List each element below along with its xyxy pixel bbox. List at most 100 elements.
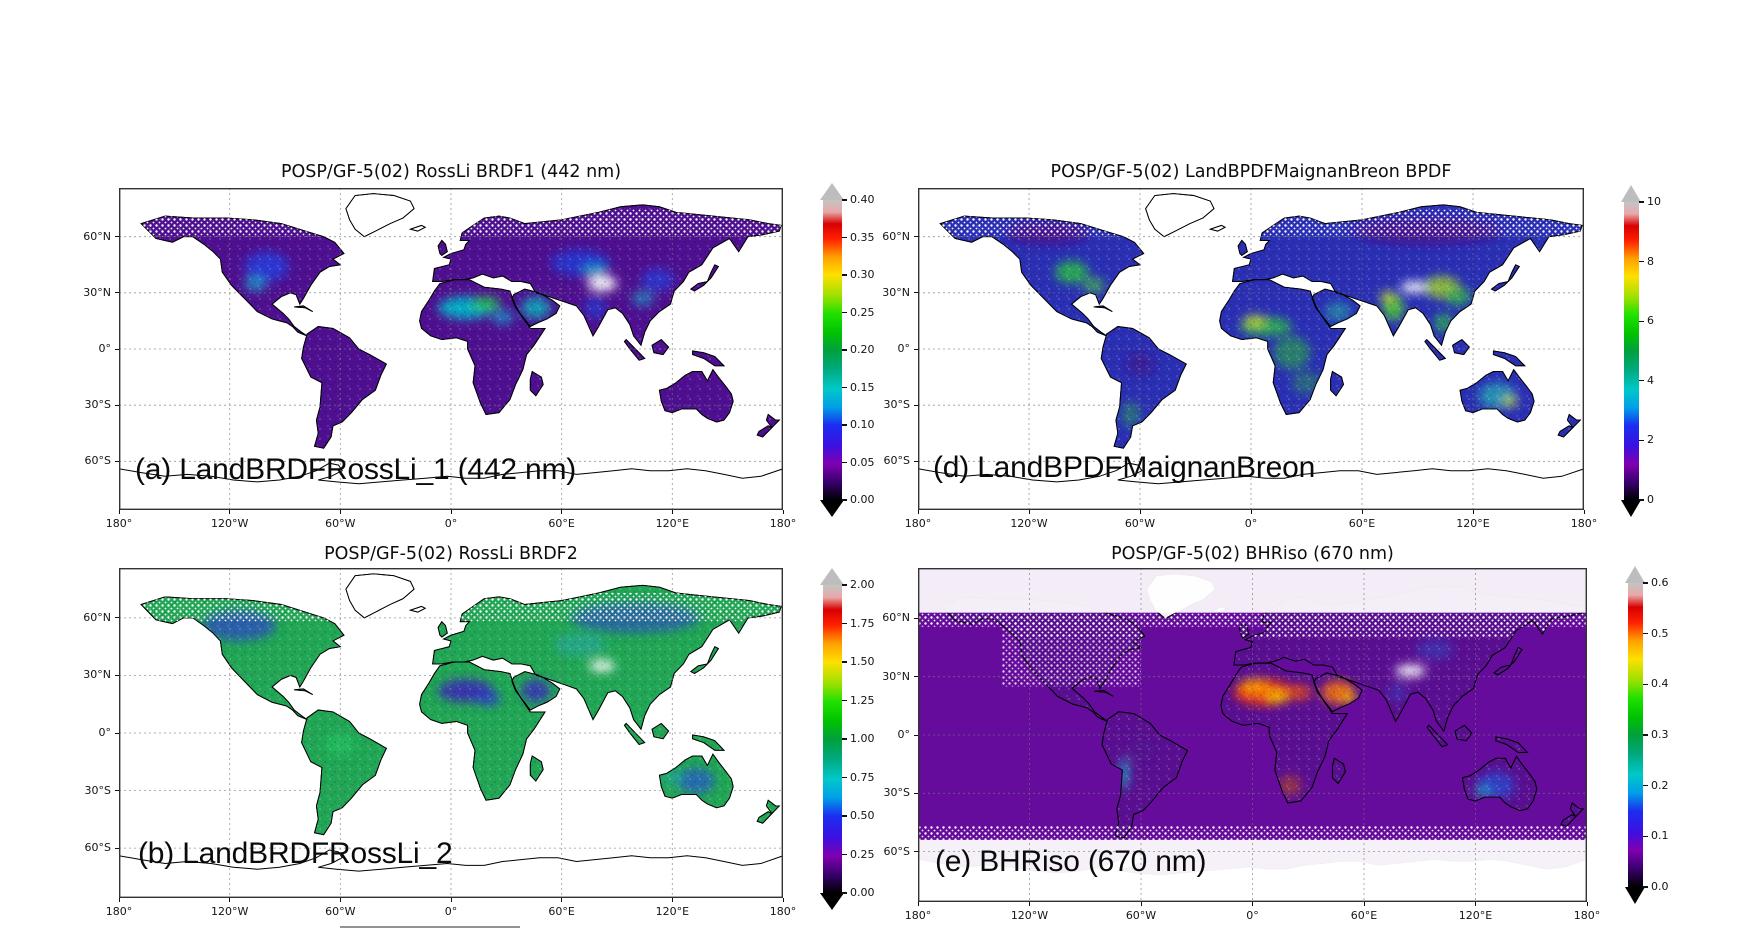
panel-a-colorbar-tickmark <box>842 311 847 314</box>
panel-b-colorbar-tick-label: 0.00 <box>850 886 875 899</box>
panel-a-colorbar-tick-label: 0.25 <box>850 305 875 319</box>
panel-a-annotation: (a) LandBRDFRossLi_1 (442 nm) <box>135 453 577 486</box>
coast-northamerica <box>140 596 345 721</box>
panel-e-lon-tick <box>917 902 919 906</box>
panel-d-lon-tick <box>1139 510 1141 514</box>
panel-a-colorbar-tickmark <box>842 199 847 201</box>
panel-d-colorbar-tickmark <box>1639 499 1644 501</box>
panel-b-colorbar-tick-label: 1.00 <box>850 732 875 745</box>
panel-d-lon-tick <box>1583 510 1585 514</box>
panel-b-annotation: (b) LandBRDFRossLi_2 <box>138 837 453 870</box>
panel-e-lon-tick <box>1140 902 1142 906</box>
panel-b-colorbar-tickmark <box>842 622 847 625</box>
panel-b-lat-tick <box>115 847 119 849</box>
panel-b-lon-label: 180° <box>105 905 133 918</box>
panel-e-lat-tick <box>914 792 918 794</box>
coast-japan <box>1493 646 1523 676</box>
panel-e-lon-label: 60°E <box>1350 909 1378 922</box>
coast-nz2 <box>756 425 773 438</box>
panel-e-lon-label: 120°W <box>1010 909 1049 922</box>
panel-d-colorbar-tick-label: 10 <box>1647 195 1661 208</box>
panel-a-lon-label: 60°E <box>548 517 575 530</box>
panel-a-colorbar-tick-label: 0.30 <box>850 268 875 281</box>
panel-a-colorbar-tickmark <box>842 499 847 501</box>
panel-b-colorbar-tick-label: 1.75 <box>850 616 875 630</box>
coast-nz2 <box>1557 425 1574 438</box>
panel-b-lon-tick <box>229 898 231 902</box>
panel-e-lon-label: 0° <box>1246 909 1259 922</box>
panel-a-colorbar-tick-label: 0.00 <box>850 493 875 506</box>
panel-e-lat-tick <box>914 734 918 736</box>
panel-d-lon-label: 0° <box>1244 517 1258 530</box>
map-border <box>119 188 783 510</box>
panel-e-colorbar-over-arrow <box>1625 566 1645 583</box>
coast-africa <box>1219 279 1347 415</box>
panel-d-lat-tick <box>914 292 918 294</box>
coast-borneo <box>651 722 670 740</box>
panel-a-colorbar-tick-label: 0.40 <box>850 193 875 206</box>
polar-speckle-bottom <box>918 825 1587 840</box>
panel-a-colorbar-tick-label: 0.10 <box>850 418 875 431</box>
panel-b-colorbar-tick-label: 0.25 <box>850 847 875 861</box>
panel-a-lat-label: 60°N <box>83 229 111 243</box>
panel-b-lat-label: 30°N <box>83 668 111 682</box>
coast-uk <box>437 620 448 638</box>
coast-newguinea <box>692 734 726 751</box>
panel-e-colorbar-tick-label: 0.0 <box>1651 880 1669 893</box>
panel-b-lon-tick <box>671 898 673 902</box>
panel-a-lat-label: 0° <box>98 342 112 355</box>
panel-a-lon-tick <box>339 510 341 514</box>
coast-cuba <box>294 688 313 696</box>
coast-newguinea <box>692 350 726 367</box>
panel-e-colorbar-tickmark <box>1643 734 1648 736</box>
panel-d-title: POSP/GF-5(02) LandBPDFMaignanBreon BPDF <box>1050 162 1452 182</box>
panel-b-lon-label: 0° <box>444 905 458 918</box>
panel-b-colorbar-under-arrow <box>820 893 844 910</box>
panel-b-colorbar-tick-label: 0.50 <box>850 809 875 822</box>
map-border <box>918 568 1587 902</box>
panel-e-lon-label: 120°E <box>1458 909 1493 922</box>
panel-b-lat-label: 30°S <box>84 783 111 797</box>
panel-a-lon-label: 0° <box>444 517 458 530</box>
panel-b-lon-tick <box>450 898 452 902</box>
coast-madagascar <box>529 755 544 782</box>
panel-e-colorbar-tickmark <box>1643 886 1648 888</box>
coast-southamerica <box>301 326 387 449</box>
panel-a-colorbar-tickmark <box>842 386 847 389</box>
panel-d-colorbar <box>1624 202 1639 500</box>
coast-borneo <box>651 339 670 356</box>
map-a <box>119 188 783 510</box>
coast-japan <box>689 646 720 675</box>
panel-e-colorbar-tickmark <box>1643 683 1648 686</box>
panel-a-colorbar-tick-label: 0.15 <box>850 380 875 394</box>
panel-e-title: POSP/GF-5(02) BHRiso (670 nm) <box>1111 544 1394 564</box>
panel-d-lat-label: 0° <box>897 342 911 355</box>
panel-a-lat-label: 30°S <box>84 398 111 412</box>
coast-nz1 <box>1566 413 1582 429</box>
coast-cuba <box>294 305 313 313</box>
panel-b-colorbar-tickmark <box>842 699 847 702</box>
panel-d-lon-label: 60°E <box>1348 517 1376 530</box>
map-border <box>119 568 783 898</box>
panel-b-lat-label: 60°N <box>83 610 111 624</box>
coast-madagascar <box>1330 370 1344 397</box>
panel-b-lon-label: 60°E <box>548 905 575 918</box>
panel-d-colorbar-tickmark <box>1639 380 1644 382</box>
coast-uk <box>1237 239 1248 256</box>
panel-d-lat-tick <box>914 236 918 238</box>
panel-e-lat-tick <box>914 851 918 852</box>
panel-e-colorbar-tick-label: 0.1 <box>1651 829 1669 843</box>
panel-e-lat-label: 30°N <box>882 669 910 683</box>
panel-a-colorbar-tick-label: 0.35 <box>850 230 875 244</box>
panel-b-lat-label: 60°S <box>84 841 111 855</box>
panel-d-map-area <box>918 188 1584 510</box>
panel-b-colorbar-tickmark <box>842 776 847 779</box>
panel-b-colorbar-tickmark <box>842 584 847 586</box>
panel-d-lat-tick <box>914 404 918 406</box>
panel-d-colorbar-tick-label: 6 <box>1647 314 1654 328</box>
coast-northamerica <box>140 215 345 337</box>
panel-e-lon-tick <box>1252 902 1253 906</box>
coast-australia <box>658 368 734 423</box>
map-b <box>119 568 783 898</box>
